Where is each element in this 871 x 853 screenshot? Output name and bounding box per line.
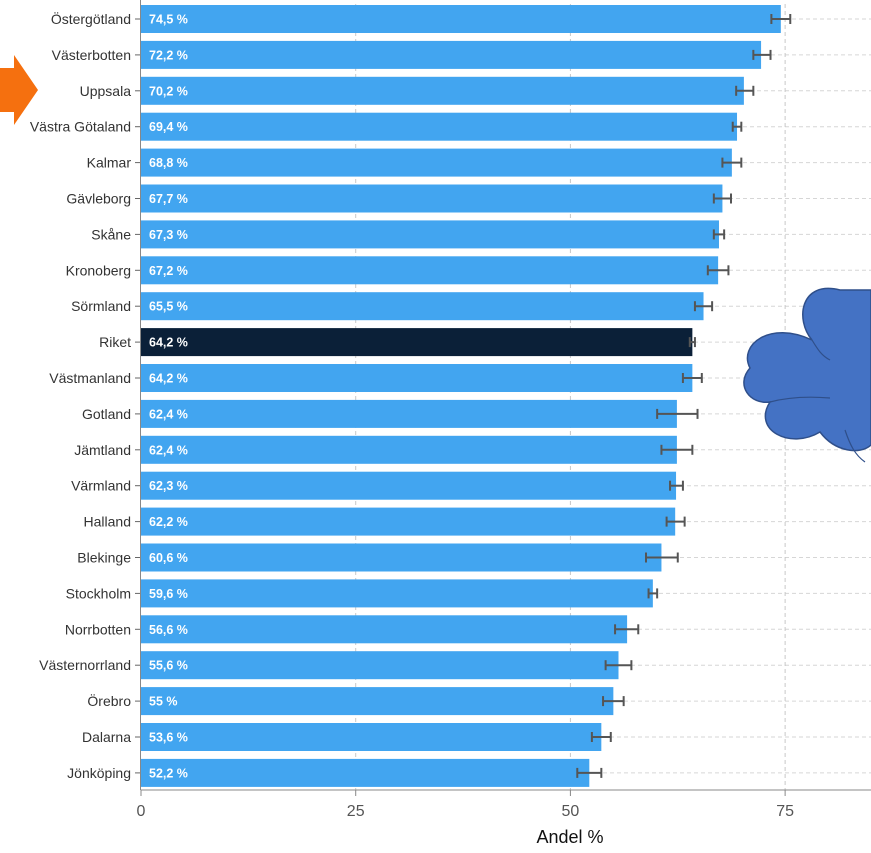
bar <box>141 5 781 33</box>
category-label: Uppsala <box>80 83 132 99</box>
category-label: Dalarna <box>82 729 131 745</box>
category-label: Gävleborg <box>66 191 131 207</box>
category-label: Jämtland <box>74 442 131 458</box>
bar-value-label: 62,4 % <box>149 443 188 457</box>
bar <box>141 435 677 464</box>
bar-value-label: 56,6 % <box>149 623 188 637</box>
bar <box>141 364 693 392</box>
bar-value-label: 52,2 % <box>149 766 188 780</box>
bar-value-label: 67,7 % <box>149 192 188 206</box>
bar <box>141 723 602 751</box>
bar-value-label: 74,5 % <box>149 13 188 27</box>
bar <box>141 543 662 572</box>
category-label: Riket <box>99 334 131 350</box>
category-label: Jönköping <box>67 765 131 781</box>
category-label: Kronoberg <box>66 262 131 278</box>
bar <box>141 292 704 321</box>
bar <box>141 579 653 608</box>
category-label: Örebro <box>87 692 131 709</box>
bar-value-label: 67,3 % <box>149 228 188 242</box>
category-label: Stockholm <box>66 585 131 601</box>
category-label: Östergötland <box>51 10 131 27</box>
category-label: Västmanland <box>49 370 131 386</box>
bar <box>141 758 590 787</box>
bar <box>141 184 723 213</box>
bar-value-label: 62,4 % <box>149 407 188 421</box>
arrow-icon <box>0 55 38 125</box>
category-label: Värmland <box>71 478 131 494</box>
bar-value-label: 62,2 % <box>149 515 188 529</box>
x-tick-label: 75 <box>776 803 794 820</box>
bar-value-label: 65,5 % <box>149 300 188 314</box>
bar <box>141 148 732 177</box>
category-label: Skåne <box>91 226 131 242</box>
bar-value-label: 67,2 % <box>149 264 188 278</box>
bar-value-label: 72,2 % <box>149 48 188 62</box>
category-label: Kalmar <box>87 155 132 171</box>
bar <box>141 507 676 536</box>
x-tick-label: 25 <box>347 803 365 820</box>
bar <box>141 40 762 69</box>
bar <box>141 471 677 500</box>
bar <box>141 651 619 680</box>
bar <box>141 76 744 105</box>
cloud-icon <box>743 287 871 463</box>
x-tick-label: 50 <box>562 803 580 820</box>
axes: Östergötland Västerbotten Uppsala Västra Gö… <box>30 0 871 820</box>
bar-value-label: 53,6 % <box>149 731 188 745</box>
bar-value-label: 64,2 % <box>149 336 188 350</box>
bar-value-label: 64,2 % <box>149 372 188 386</box>
category-label: Blekinge <box>77 550 131 566</box>
category-label: Västra Götaland <box>30 119 131 135</box>
bar <box>141 615 628 644</box>
bar <box>141 328 693 357</box>
bar-value-label: 55 % <box>149 695 178 709</box>
x-axis-title: Andel % <box>536 827 603 847</box>
category-label: Sörmland <box>71 298 131 314</box>
bar-value-label: 70,2 % <box>149 84 188 98</box>
bar-value-label: 68,8 % <box>149 156 188 170</box>
bar <box>141 112 738 141</box>
category-label: Västernorrland <box>39 657 131 673</box>
category-label: Norrbotten <box>65 621 131 637</box>
category-label: Halland <box>84 514 131 530</box>
category-label: Gotland <box>82 406 131 422</box>
category-label: Västerbotten <box>52 47 131 63</box>
bars: 74,5 % 72,2 % 70,2 % 69,4 % 68,8 % 67,7 % 67,3… <box>141 5 792 787</box>
bar-value-label: 62,3 % <box>149 479 188 493</box>
bar-value-label: 69,4 % <box>149 120 188 134</box>
bar-value-label: 59,6 % <box>149 587 188 601</box>
bar-value-label: 60,6 % <box>149 551 188 565</box>
x-tick-label: 0 <box>137 803 146 820</box>
bar <box>141 220 719 249</box>
bar <box>141 687 614 716</box>
bar <box>141 256 719 285</box>
bar <box>141 399 677 428</box>
bar-value-label: 55,6 % <box>149 659 188 673</box>
